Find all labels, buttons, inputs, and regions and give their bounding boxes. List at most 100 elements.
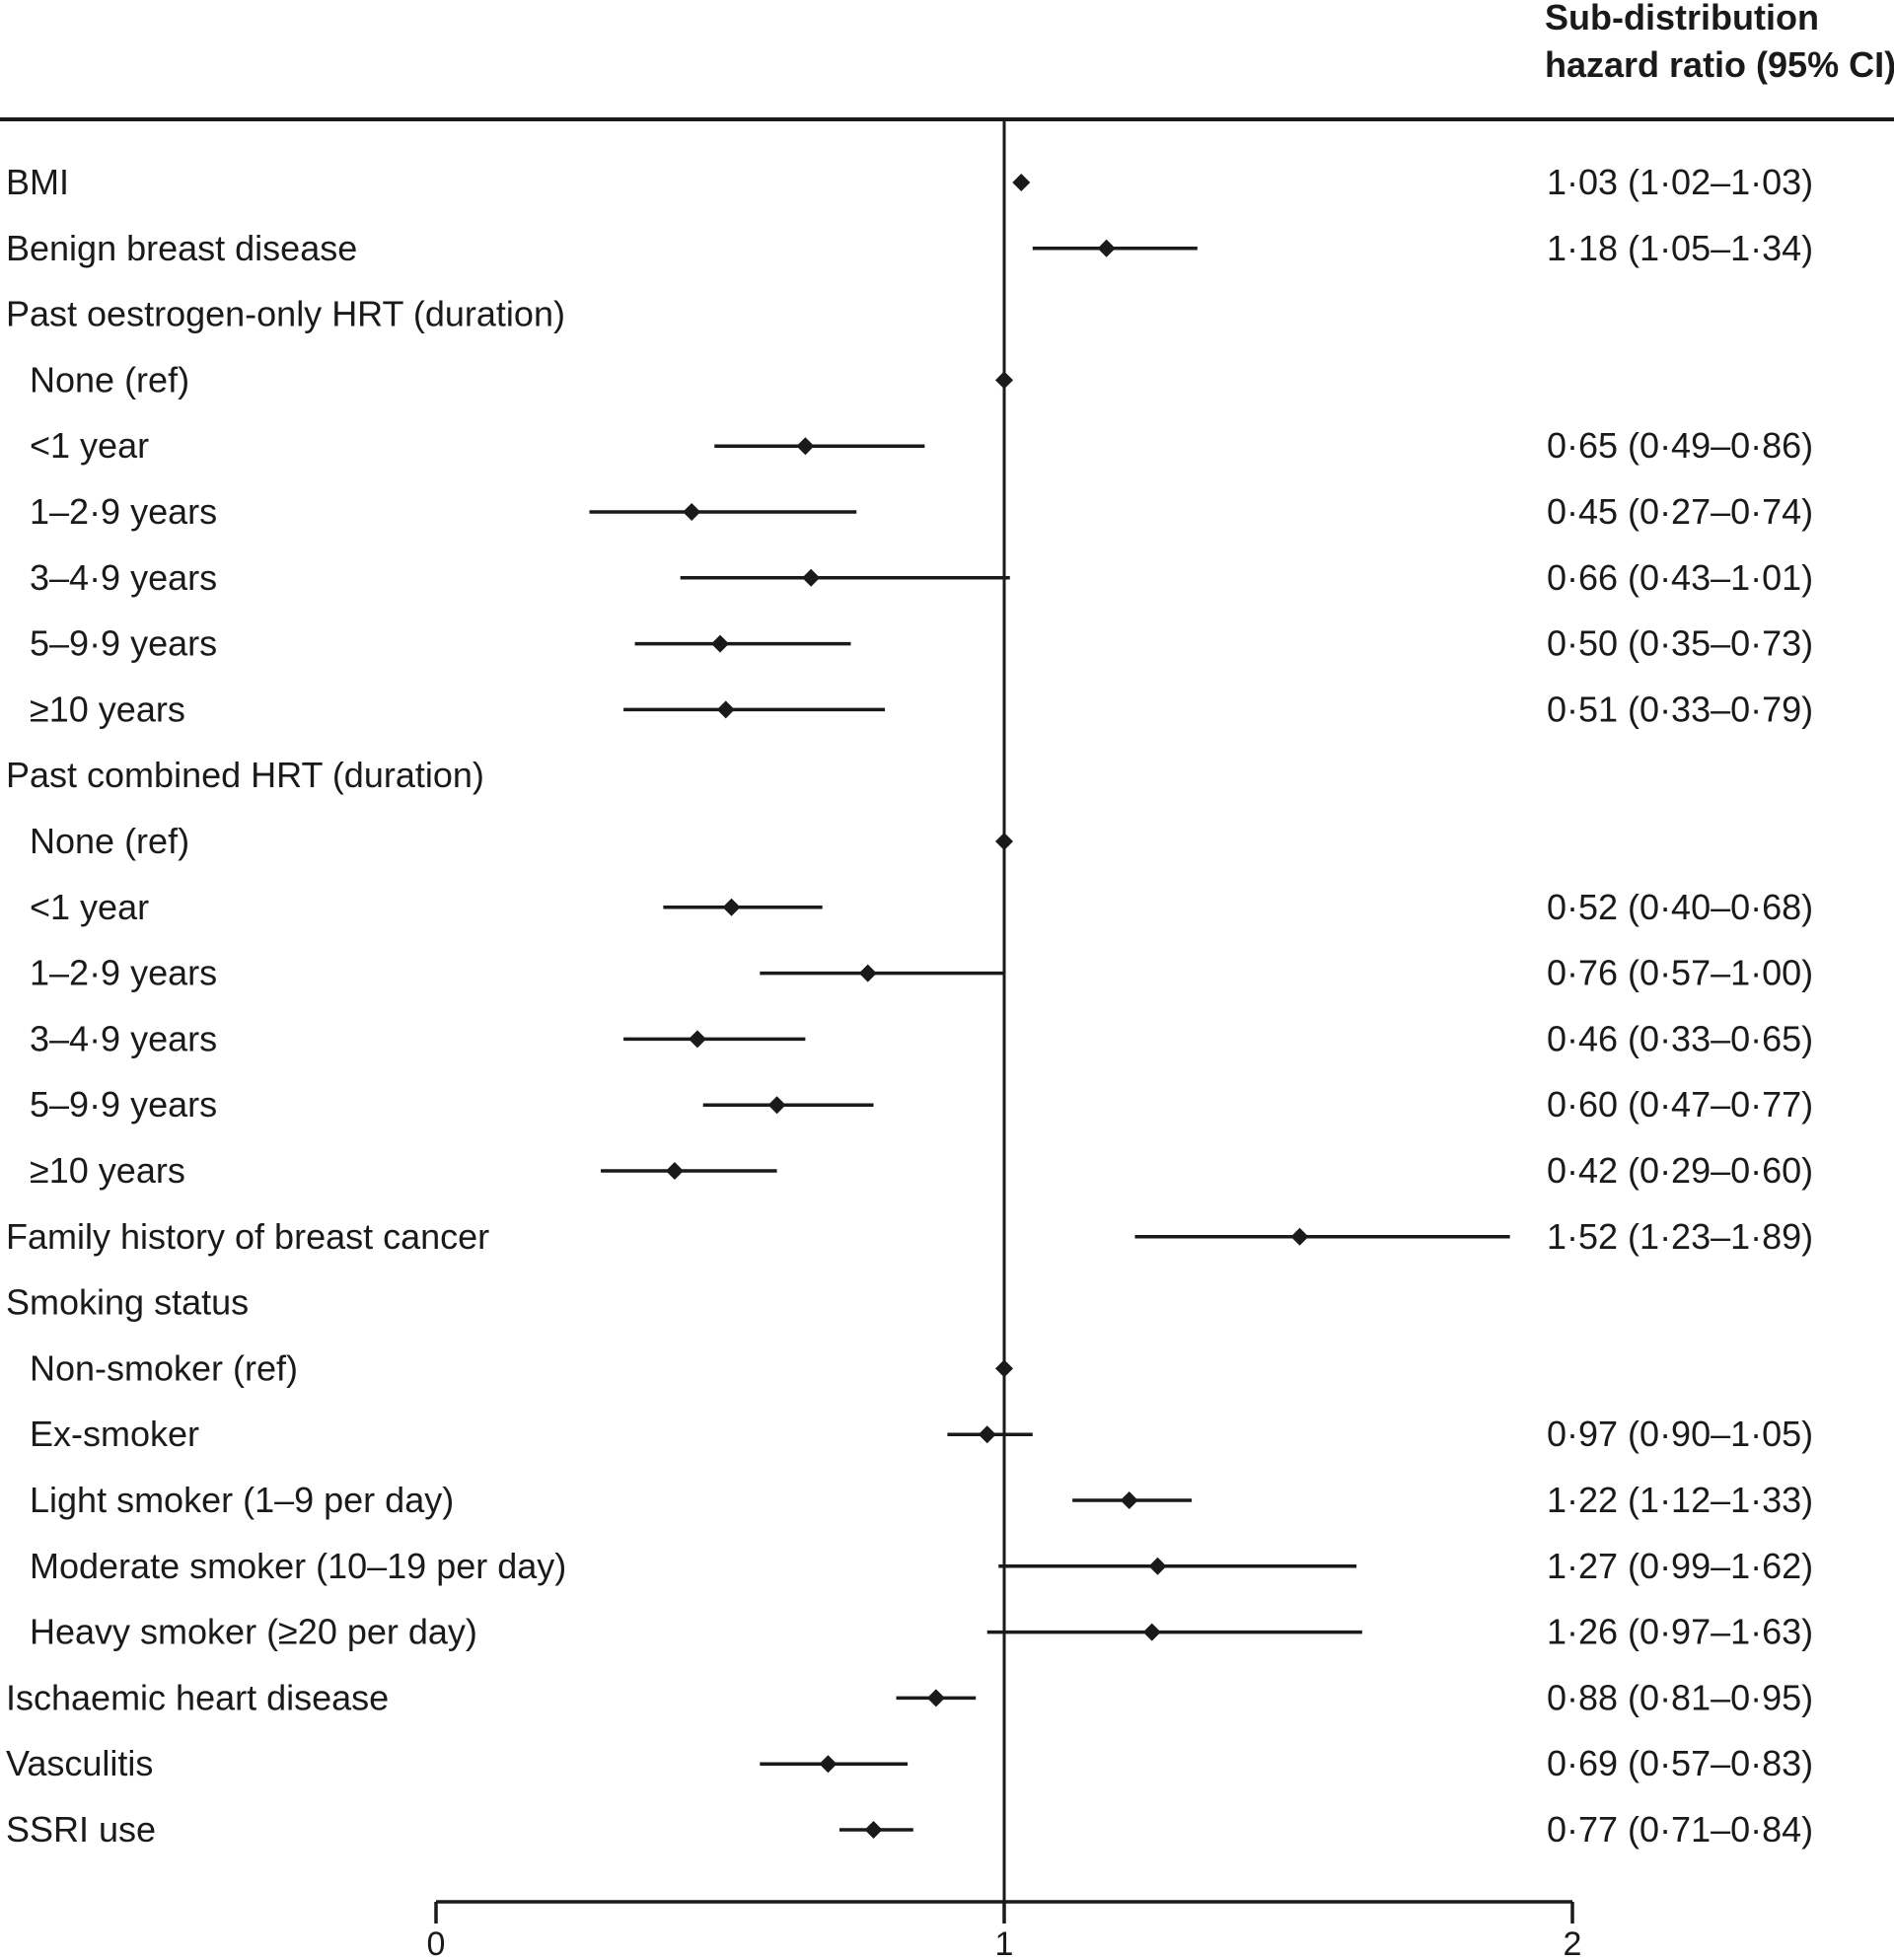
row: Light smoker (1–9 per day) 1·22 (1·12–1·3… xyxy=(30,1480,1813,1520)
hr-value: 0·45 (0·27–0·74) xyxy=(1547,491,1813,532)
hr-value: 1·26 (0·97–1·63) xyxy=(1547,1612,1813,1652)
estimate-marker xyxy=(767,1096,786,1115)
estimate-marker xyxy=(1012,174,1031,191)
row-label: 3–4·9 years xyxy=(30,557,217,598)
hr-value: 1·22 (1·12–1·33) xyxy=(1547,1480,1813,1520)
row-label: <1 year xyxy=(30,887,149,927)
row-label: Family history of breast cancer xyxy=(6,1216,489,1257)
hr-value: 0·50 (0·35–0·73) xyxy=(1547,623,1813,664)
row: BMI 1·03 (1·02–1·03) xyxy=(6,162,1813,202)
row-label: 1–2·9 years xyxy=(30,491,217,532)
row-label: Moderate smoker (10–19 per day) xyxy=(30,1546,566,1586)
row: 1–2·9 years 0·45 (0·27–0·74) xyxy=(30,491,1813,532)
estimate-marker xyxy=(802,568,821,587)
row: ≥10 years 0·42 (0·29–0·60) xyxy=(30,1150,1813,1191)
hr-value: 0·97 (0·90–1·05) xyxy=(1547,1414,1813,1454)
estimate-marker xyxy=(711,634,729,653)
row: SSRI use 0·77 (0·71–0·84) xyxy=(6,1809,1813,1850)
estimate-marker xyxy=(926,1689,945,1707)
estimate-marker xyxy=(978,1425,996,1444)
estimate-marker xyxy=(683,503,701,521)
row-label: Heavy smoker (≥20 per day) xyxy=(30,1612,477,1652)
row-label: ≥10 years xyxy=(30,689,185,729)
row-label: None (ref) xyxy=(30,821,189,861)
estimate-marker xyxy=(995,371,1013,390)
estimate-marker xyxy=(864,1821,883,1839)
row-label: None (ref) xyxy=(30,359,189,399)
row: Benign breast disease 1·18 (1·05–1·34) xyxy=(6,228,1813,268)
hr-value: 0·77 (0·71–0·84) xyxy=(1547,1809,1813,1850)
header-title-line-2: hazard ratio (95% CI) xyxy=(1545,44,1894,85)
hr-value: 0·76 (0·57–1·00) xyxy=(1547,953,1813,993)
estimate-marker xyxy=(796,437,815,456)
row: None (ref) xyxy=(30,359,1013,399)
row-label: Vasculitis xyxy=(6,1743,153,1783)
estimate-marker xyxy=(716,700,735,719)
hr-value: 0·52 (0·40–0·68) xyxy=(1547,887,1813,927)
row: Heavy smoker (≥20 per day) 1·26 (0·97–1·6… xyxy=(30,1612,1813,1652)
row-label: Ischaemic heart disease xyxy=(6,1677,389,1717)
estimate-marker xyxy=(1142,1623,1161,1641)
hr-value: 1·18 (1·05–1·34) xyxy=(1547,228,1813,268)
estimate-marker xyxy=(1290,1227,1309,1246)
row: Ex-smoker 0·97 (0·90–1·05) xyxy=(30,1414,1813,1454)
estimate-marker xyxy=(688,1030,706,1049)
hr-value: 0·69 (0·57–0·83) xyxy=(1547,1743,1813,1783)
row-label: Smoking status xyxy=(6,1282,249,1323)
row: Ischaemic heart disease 0·88 (0·81–0·95) xyxy=(6,1677,1813,1717)
row-label: 5–9·9 years xyxy=(30,623,217,664)
estimate-marker xyxy=(722,898,741,916)
row: <1 year 0·52 (0·40–0·68) xyxy=(30,887,1813,927)
estimate-marker xyxy=(995,1359,1013,1378)
row-label: Ex-smoker xyxy=(30,1414,199,1454)
row: Moderate smoker (10–19 per day) 1·27 (0·9… xyxy=(30,1546,1813,1586)
hr-value: 1·52 (1·23–1·89) xyxy=(1547,1216,1813,1257)
x-axis: 0 1 2 xyxy=(427,1900,1582,1960)
estimate-marker xyxy=(1148,1557,1167,1575)
hr-value: 0·66 (0·43–1·01) xyxy=(1547,557,1813,598)
row: Smoking status xyxy=(6,1282,249,1323)
hr-value: 0·46 (0·33–0·65) xyxy=(1547,1018,1813,1058)
estimate-marker xyxy=(1120,1491,1138,1509)
hr-value: 0·42 (0·29–0·60) xyxy=(1547,1150,1813,1191)
estimate-marker xyxy=(665,1162,684,1180)
row: 5–9·9 years 0·60 (0·47–0·77) xyxy=(30,1084,1813,1125)
row: None (ref) xyxy=(30,821,1013,861)
rows: BMI 1·03 (1·02–1·03) Benign breast disease… xyxy=(6,162,1813,1850)
estimate-marker xyxy=(819,1755,838,1774)
row-label: Past combined HRT (duration) xyxy=(6,755,484,795)
hr-value: 0·60 (0·47–0·77) xyxy=(1547,1084,1813,1125)
hr-value: 0·65 (0·49–0·86) xyxy=(1547,425,1813,466)
row: Vasculitis 0·69 (0·57–0·83) xyxy=(6,1743,1813,1783)
row: Non-smoker (ref) xyxy=(30,1347,1013,1388)
row-label: Non-smoker (ref) xyxy=(30,1347,298,1388)
header-title-line-1: Sub-distribution xyxy=(1545,0,1819,37)
row: <1 year 0·65 (0·49–0·86) xyxy=(30,425,1813,466)
row-label: <1 year xyxy=(30,425,149,466)
hr-value: 1·27 (0·99–1·62) xyxy=(1547,1546,1813,1586)
header: Sub-distribution hazard ratio (95% CI) xyxy=(0,0,1894,121)
hr-value: 0·88 (0·81–0·95) xyxy=(1547,1677,1813,1717)
row: Past combined HRT (duration) xyxy=(6,755,484,795)
x-tick-label: 0 xyxy=(427,1925,446,1960)
estimate-marker xyxy=(995,833,1013,850)
row-label: Benign breast disease xyxy=(6,228,357,268)
row: Family history of breast cancer 1·52 (1·2… xyxy=(6,1216,1813,1257)
row-label: Light smoker (1–9 per day) xyxy=(30,1480,454,1520)
hr-value: 0·51 (0·33–0·79) xyxy=(1547,689,1813,729)
row-label: 1–2·9 years xyxy=(30,953,217,993)
row: 5–9·9 years 0·50 (0·35–0·73) xyxy=(30,623,1813,664)
row: 1–2·9 years 0·76 (0·57–1·00) xyxy=(30,953,1813,993)
row-label: BMI xyxy=(6,162,69,202)
x-tick-label: 1 xyxy=(995,1925,1014,1960)
row-label: 3–4·9 years xyxy=(30,1018,217,1058)
x-tick-label: 2 xyxy=(1564,1925,1582,1960)
row: 3–4·9 years 0·66 (0·43–1·01) xyxy=(30,557,1813,598)
hr-value: 1·03 (1·02–1·03) xyxy=(1547,162,1813,202)
estimate-marker xyxy=(1097,239,1116,257)
row: ≥10 years 0·51 (0·33–0·79) xyxy=(30,689,1813,729)
row-label: SSRI use xyxy=(6,1809,156,1850)
row-label: Past oestrogen-only HRT (duration) xyxy=(6,294,565,334)
estimate-marker xyxy=(858,964,877,982)
